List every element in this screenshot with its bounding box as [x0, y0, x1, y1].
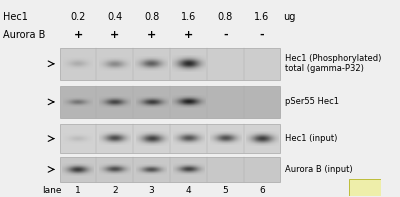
Text: 0.8: 0.8 [144, 12, 159, 22]
Text: +: + [110, 30, 120, 40]
Text: ug: ug [283, 12, 296, 22]
Text: Hec1: Hec1 [2, 12, 28, 22]
Text: Aurora B: Aurora B [2, 30, 45, 40]
Bar [60, 48, 280, 80]
Text: 1: 1 [75, 186, 81, 195]
Text: 2: 2 [112, 186, 118, 195]
Text: 0.4: 0.4 [107, 12, 122, 22]
Bar [60, 157, 280, 182]
Text: lane: lane [42, 186, 62, 195]
Text: 0.8: 0.8 [218, 12, 233, 22]
Text: 0.2: 0.2 [70, 12, 86, 22]
Text: pSer55 Hec1: pSer55 Hec1 [285, 98, 339, 106]
Text: 4: 4 [186, 186, 191, 195]
Bar [60, 86, 280, 118]
Text: Hec1 (input): Hec1 (input) [285, 134, 338, 143]
Text: +: + [147, 30, 156, 40]
Text: 1.6: 1.6 [254, 12, 270, 22]
Text: 1.6: 1.6 [181, 12, 196, 22]
Text: 3: 3 [149, 186, 154, 195]
Text: Aurora B (input): Aurora B (input) [285, 165, 353, 174]
Text: Hec1 (Phosphorylated)
total (gamma-P32): Hec1 (Phosphorylated) total (gamma-P32) [285, 54, 382, 73]
Bar [60, 124, 280, 153]
Text: -: - [260, 30, 264, 40]
Text: 6: 6 [259, 186, 265, 195]
Text: +: + [184, 30, 193, 40]
Text: +: + [74, 30, 83, 40]
Text: 5: 5 [222, 186, 228, 195]
Bar [349, 179, 381, 196]
Text: -: - [223, 30, 228, 40]
